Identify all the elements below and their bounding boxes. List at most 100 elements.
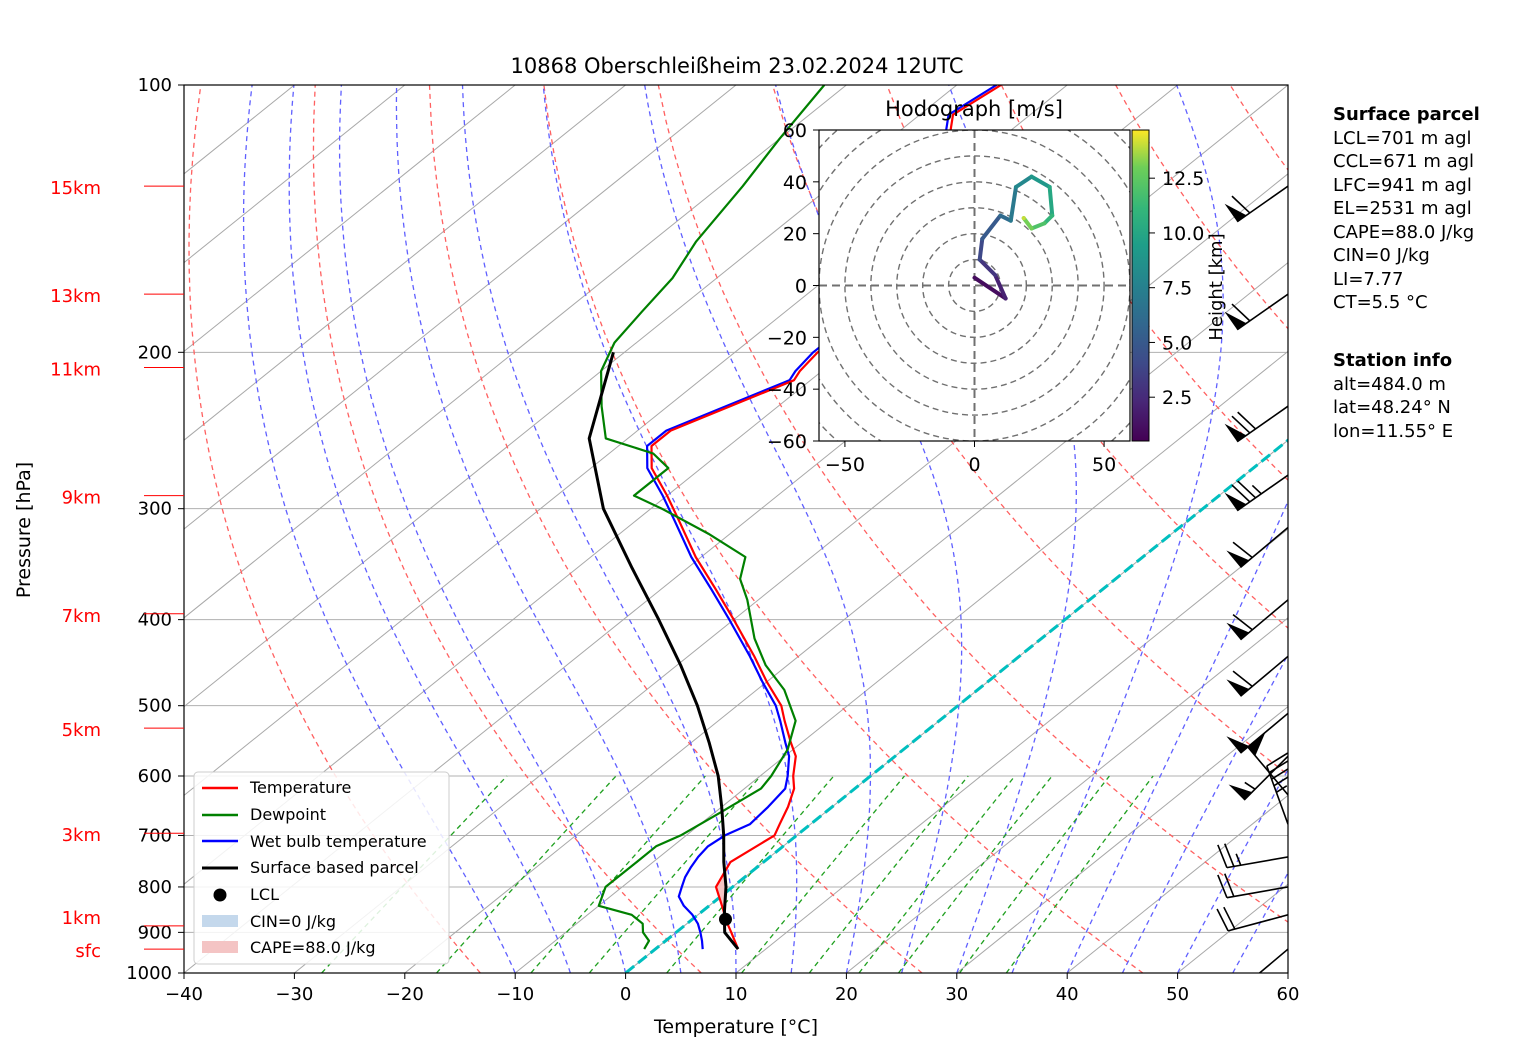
x-tick-label: 30 [945, 984, 968, 1005]
barb-full [1274, 773, 1295, 786]
height-label: 15km [50, 178, 101, 199]
legend: Temperature Dewpoint Wet bulb temperatur… [194, 772, 449, 964]
station-info-panel: Station info alt=484.0 m lat=48.24° N lo… [1333, 349, 1453, 443]
mixing-ratio-line [859, 776, 1015, 973]
x-tick-label: −30 [275, 984, 313, 1005]
station-info-line: alt=484.0 m [1333, 373, 1453, 397]
surface-parcel-line: CIN=0 J/kg [1333, 244, 1480, 268]
x-tick-label: −20 [386, 984, 424, 1005]
lcl-marker [719, 913, 732, 926]
x-tick-label: 60 [1277, 984, 1300, 1005]
barb-full [1218, 875, 1227, 898]
legend-wetbulb-label: Wet bulb temperature [250, 832, 427, 851]
colorbar-tick-label: 12.5 [1162, 168, 1204, 190]
hodograph-y-tick-label: 0 [795, 276, 807, 298]
mixing-ratio-line [437, 776, 617, 973]
barb-shaft [1227, 857, 1288, 868]
station-info-heading: Station info [1333, 349, 1453, 373]
height-label: 13km [50, 286, 101, 307]
x-tick-label: 0 [620, 984, 631, 1005]
mixing-ratio-line [960, 776, 1110, 973]
surface-parcel-line: LI=7.77 [1333, 268, 1480, 292]
station-info-line: lon=11.55° E [1333, 420, 1453, 444]
hodograph-x-tick-label: 50 [1092, 454, 1116, 476]
colorbar-ticks: 12.5 10.0 7.5 5.0 2.5 [1149, 168, 1204, 409]
wind-barb [1217, 907, 1288, 931]
barb-half [1236, 854, 1241, 865]
legend-cape-label: CAPE=88.0 J/kg [250, 938, 376, 957]
height-label: 9km [62, 488, 101, 509]
y-tick-label: 800 [138, 877, 172, 898]
colorbar-tick-label: 10.0 [1162, 223, 1204, 245]
barb-flag [1229, 785, 1253, 801]
barb-shaft [1228, 915, 1288, 931]
surface-parcel-line: CAPE=88.0 J/kg [1333, 221, 1480, 245]
surface-parcel-line: CT=5.5 °C [1333, 291, 1480, 315]
chart-title: 10868 Oberschleißheim 23.02.2024 12UTC [511, 54, 964, 78]
wind-barb [1226, 527, 1288, 567]
barb-full [1269, 760, 1290, 773]
surface-parcel-line: LCL=701 m agl [1333, 127, 1480, 151]
barb-shaft [1227, 887, 1288, 898]
y-tick-label: 100 [138, 75, 172, 96]
wind-barbs [1217, 186, 1295, 989]
legend-parcel-label: Surface based parcel [250, 858, 419, 877]
x-tick-label: 40 [1056, 984, 1079, 1005]
colorbar-tick-label: 5.0 [1162, 332, 1192, 354]
y-tick-label: 200 [138, 342, 172, 363]
barb-flag [1226, 736, 1249, 753]
height-label: 1km [62, 908, 101, 929]
hodograph-y-tick-label: 40 [783, 172, 807, 194]
x-tick-label: −10 [496, 984, 534, 1005]
hodograph-y-tick-label: 60 [783, 120, 807, 142]
y-tick-label: 500 [138, 696, 172, 717]
surface-parcel-line: CCL=671 m agl [1333, 150, 1480, 174]
x-tick-label: 20 [835, 984, 858, 1005]
barb-shaft [1237, 186, 1288, 222]
barb-half [1252, 485, 1261, 493]
surface-parcel-panel: Surface parcel LCL=701 m agl CCL=671 m a… [1333, 103, 1480, 315]
wind-barb [1225, 294, 1288, 330]
x-tick-label: 50 [1166, 984, 1189, 1005]
height-label: 7km [62, 606, 101, 627]
hodograph-title: Hodograph [m/s] [885, 97, 1063, 121]
y-tick-label: 300 [138, 499, 172, 520]
legend-dewpoint-label: Dewpoint [250, 805, 326, 824]
wind-barb [1226, 656, 1288, 696]
height-label: sfc [75, 941, 101, 962]
wind-barb [1229, 756, 1288, 800]
colorbar-tick-label: 7.5 [1162, 278, 1192, 300]
colorbar-tick-label: 2.5 [1162, 387, 1192, 409]
barb-full [1238, 481, 1256, 498]
surface-parcel-heading: Surface parcel [1333, 103, 1480, 127]
legend-lcl-label: LCL [250, 885, 279, 904]
mixing-ratio-line [667, 776, 834, 973]
colorbar [1132, 130, 1149, 441]
x-tick-label: −40 [165, 984, 203, 1005]
surface-parcel-line: EL=2531 m agl [1333, 197, 1480, 221]
hodograph-segment [1050, 187, 1053, 216]
y-tick-label: 700 [138, 825, 172, 846]
barb-full [1238, 412, 1256, 429]
hodograph-y-tick-label: −20 [767, 327, 807, 349]
wind-barb [1225, 186, 1288, 222]
hodograph-segment [980, 239, 983, 260]
y-tick-label: 1000 [126, 963, 172, 984]
station-info-line: lat=48.24° N [1333, 396, 1453, 420]
hodograph-y-tick-label: −40 [767, 379, 807, 401]
surface-parcel-line: LFC=941 m agl [1333, 174, 1480, 198]
hodograph-x-tick-label: −50 [825, 454, 865, 476]
barb-full [1221, 974, 1240, 989]
x-tick-label: 10 [725, 984, 748, 1005]
barb-shaft [1241, 949, 1288, 989]
barb-full [1272, 766, 1293, 779]
height-label: 3km [62, 825, 101, 846]
hodograph-y-tick-label: −60 [767, 431, 807, 453]
y-tick-label: 400 [138, 610, 172, 631]
wind-barb [1225, 475, 1288, 511]
y-tick-label: 600 [138, 766, 172, 787]
height-label: 5km [62, 720, 101, 741]
wind-barb [1225, 406, 1288, 442]
